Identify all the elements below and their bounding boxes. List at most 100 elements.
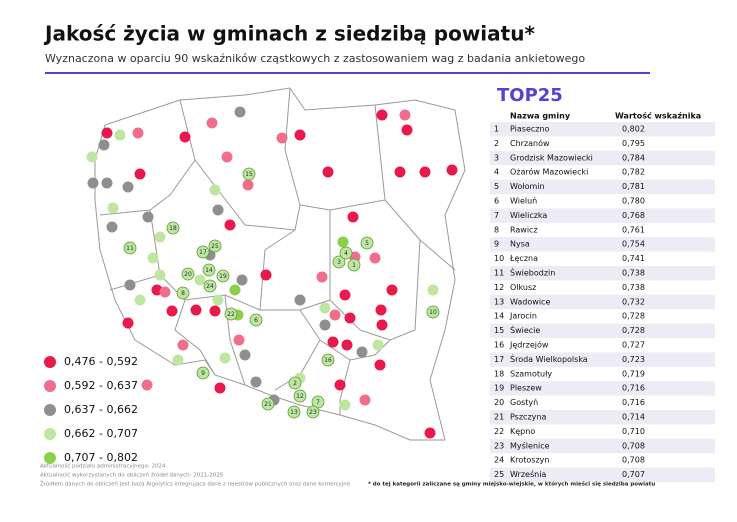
rank: 15 [494, 326, 504, 335]
rank: 1 [494, 125, 499, 134]
legend-swatch [44, 452, 56, 464]
ranked-dot [242, 167, 256, 181]
row-band [490, 467, 715, 482]
legend-swatch [44, 404, 56, 416]
rank: 3 [494, 153, 499, 162]
map-dot [214, 382, 226, 394]
municipality: Wieluń [510, 197, 537, 206]
ranked-dot-label: 16 [324, 357, 332, 364]
ranked-dot-label: 2 [293, 380, 297, 387]
map-dot [239, 349, 251, 361]
map-dot [177, 339, 189, 351]
map-dot [386, 284, 398, 296]
rank: 9 [494, 240, 499, 249]
ranked-dot [347, 258, 361, 272]
municipality: Łęczna [509, 254, 538, 263]
ranked-dot-label: 20 [184, 271, 192, 278]
rank: 13 [494, 297, 504, 306]
map-dot [190, 304, 202, 316]
map-dot [322, 166, 334, 178]
map-dot [356, 346, 368, 358]
municipality: Myślenice [510, 440, 550, 450]
municipality: Chrzanów [510, 138, 550, 148]
municipality: Ożarów Mazowiecki [510, 167, 588, 177]
ranked-dot [196, 366, 210, 380]
rank: 12 [494, 283, 504, 292]
map-dot [319, 319, 331, 331]
region-border [109, 274, 161, 291]
row-band [490, 122, 715, 137]
municipality: Kępno [510, 427, 535, 436]
municipality: Piaseczno [510, 125, 550, 134]
row-band [490, 294, 715, 310]
rank: 25 [494, 470, 504, 479]
ranked-dot [166, 221, 180, 235]
map-dot [344, 312, 356, 324]
municipality: Pleszew [510, 384, 542, 393]
indicator-value: 0,761 [622, 225, 645, 234]
indicator-value: 0,784 [622, 153, 645, 162]
rank: 10 [494, 254, 504, 263]
rank: 8 [494, 225, 499, 234]
region-border [374, 104, 456, 271]
row-band [490, 266, 715, 281]
indicator-value: 0,782 [622, 168, 645, 177]
row-band [490, 150, 715, 166]
map-dot [142, 211, 154, 223]
ranked-dot [208, 239, 222, 253]
map-dot [212, 204, 224, 216]
footer-note: Aktualność podziału administracyjnego: 2… [40, 463, 166, 470]
map-dot [212, 294, 224, 306]
ranked-dot [306, 405, 320, 419]
ranked-dot [360, 236, 374, 250]
legend-label: 0,592 - 0,637 [64, 379, 138, 392]
map-dot [401, 124, 413, 136]
rank: 17 [494, 355, 504, 364]
ranked-dot-label: 13 [290, 409, 298, 416]
municipality: Szamotuły [510, 369, 552, 378]
region-border [299, 239, 421, 341]
map-dot [179, 131, 191, 143]
map-dot [374, 359, 386, 371]
rank: 6 [494, 197, 499, 206]
ranked-dot [196, 245, 210, 259]
rank: 19 [494, 384, 504, 393]
column-header: Wartość wskaźnika [615, 111, 701, 121]
rank: 7 [494, 211, 499, 220]
indicator-value: 0,780 [622, 197, 645, 206]
map-dot [399, 109, 411, 121]
footer-note: Aktualność wykorzystanych do obliczeń źr… [40, 472, 224, 479]
indicator-value: 0,707 [622, 470, 645, 479]
ranked-dot [181, 267, 195, 281]
map-dot [172, 354, 184, 366]
map-dot [339, 399, 351, 411]
map-dot [229, 284, 241, 296]
municipality: Olkusz [510, 283, 536, 292]
ranked-dot-label: 12 [296, 393, 304, 400]
map-dot [219, 352, 231, 364]
map-dot [236, 274, 248, 286]
title: Jakość życia w gminach z siedzibą powiat… [43, 22, 535, 46]
indicator-value: 0,719 [622, 369, 645, 378]
map-dot [329, 309, 341, 321]
ranked-dot [288, 376, 302, 390]
map-dot [319, 302, 331, 314]
ranked-dot-label: 18 [169, 225, 177, 232]
legend-label: 0,476 - 0,592 [64, 355, 138, 368]
map-dot [134, 168, 146, 180]
municipality: Wadowice [510, 297, 550, 306]
map-dot [124, 279, 136, 291]
row-band [490, 381, 715, 396]
map-dot [446, 164, 458, 176]
row-band [490, 237, 715, 252]
ranked-dot-label: 6 [254, 317, 258, 324]
ranked-dot-label: 22 [227, 311, 235, 318]
map-dot [339, 289, 351, 301]
map-dot [101, 127, 113, 139]
indicator-value: 0,723 [622, 355, 645, 364]
region-border [339, 359, 351, 415]
ranked-dot-label: 1 [352, 262, 356, 269]
legend-label: 0,662 - 0,707 [64, 427, 138, 440]
ranked-dot [261, 397, 275, 411]
